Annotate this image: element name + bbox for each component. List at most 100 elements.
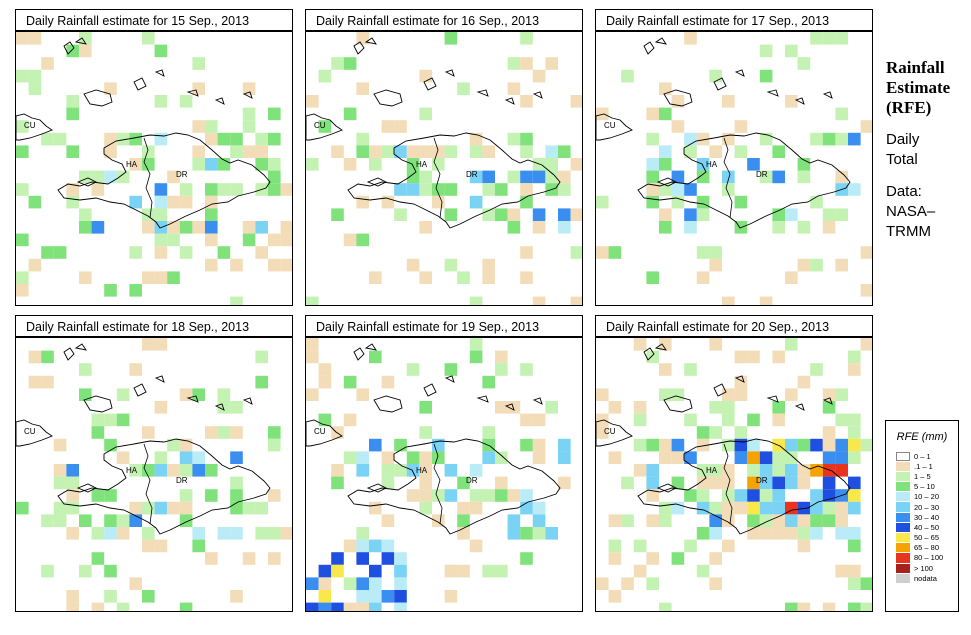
rainfall-cell bbox=[696, 195, 710, 209]
rainfall-cell bbox=[596, 413, 609, 427]
rainfall-cell bbox=[394, 145, 407, 158]
rainfall-cell bbox=[558, 476, 571, 490]
island-coastline bbox=[154, 69, 165, 77]
rainfall-cell bbox=[860, 438, 872, 452]
rainfall-cell bbox=[785, 514, 798, 527]
legend-swatch bbox=[896, 512, 910, 522]
rainfall-cell bbox=[104, 564, 117, 578]
rainfall-cell bbox=[116, 451, 130, 464]
map-canvas: CU HA DR bbox=[16, 32, 292, 305]
rainfall-map: CU HA DR bbox=[305, 337, 583, 612]
rainfall-cell bbox=[79, 208, 92, 221]
rainfall-cell bbox=[835, 32, 848, 45]
rainfall-cell bbox=[822, 32, 836, 45]
rainfall-cell bbox=[722, 132, 735, 146]
island-coastline bbox=[366, 483, 388, 493]
dominican_republic-label: DR bbox=[176, 170, 188, 179]
rainfall-cell bbox=[129, 363, 142, 376]
rainfall-cell bbox=[722, 476, 735, 490]
rainfall-cell bbox=[860, 577, 872, 590]
rainfall-cell bbox=[759, 476, 773, 490]
rainfall-cell bbox=[532, 514, 546, 527]
rainfall-cell bbox=[104, 489, 117, 502]
legend-label: 30 – 40 bbox=[914, 512, 940, 522]
rainfall-cell bbox=[747, 527, 760, 540]
rainfall-cell bbox=[545, 527, 558, 540]
rainfall-cell bbox=[116, 602, 130, 611]
data-source-line: NASA– bbox=[886, 203, 936, 220]
legend-label: > 100 bbox=[914, 563, 933, 573]
rainfall-cell bbox=[369, 539, 382, 553]
rainfall-cell bbox=[419, 170, 432, 184]
rainfall-cell bbox=[79, 363, 92, 376]
rainfall-cell bbox=[318, 590, 332, 603]
rainfall-cell bbox=[785, 438, 798, 452]
rainfall-cell bbox=[659, 107, 672, 121]
rainfall-cell bbox=[633, 413, 647, 427]
rainfall-cell bbox=[419, 451, 432, 464]
dominican_republic-label: DR bbox=[756, 476, 768, 485]
dominican_republic-label: DR bbox=[176, 476, 188, 485]
rainfall-cell bbox=[532, 413, 546, 427]
rainfall-cell bbox=[646, 158, 659, 171]
rainfall-cell bbox=[406, 489, 420, 502]
rainfall-cell bbox=[671, 195, 685, 209]
island-coastline bbox=[364, 37, 377, 45]
rainfall-cell bbox=[255, 132, 268, 146]
rainfall-cell bbox=[343, 602, 357, 611]
rainfall-cell bbox=[192, 527, 205, 540]
rainfall-cell bbox=[28, 82, 42, 95]
rainfall-cell bbox=[696, 132, 710, 146]
island-coastline bbox=[186, 395, 199, 403]
rainfall-cell bbox=[66, 195, 79, 209]
rainfall-cell bbox=[381, 552, 395, 565]
rainfall-cell bbox=[381, 464, 395, 477]
rainfall-cell bbox=[318, 602, 332, 611]
rainfall-cell bbox=[810, 258, 823, 272]
rainfall-cell bbox=[646, 107, 659, 121]
rainfall-cell bbox=[179, 501, 193, 515]
rainfall-cell bbox=[759, 296, 773, 305]
rainfall-cell bbox=[457, 527, 470, 540]
rainfall-cell bbox=[356, 451, 369, 464]
rainfall-cell bbox=[205, 426, 218, 439]
rainfall-cell bbox=[608, 552, 622, 565]
rainfall-cell bbox=[772, 527, 785, 540]
rainfall-cell bbox=[722, 170, 735, 184]
rainfall-cell bbox=[520, 271, 533, 284]
rainfall-cell bbox=[759, 527, 773, 540]
rainfall-cell bbox=[696, 464, 710, 477]
rainfall-cell bbox=[280, 527, 292, 540]
rainfall-cell bbox=[684, 539, 697, 553]
rainfall-cell bbox=[444, 32, 458, 45]
rainfall-cell bbox=[356, 590, 369, 603]
rainfall-cell bbox=[167, 464, 180, 477]
island-coastline bbox=[532, 91, 543, 99]
rainfall-cell bbox=[192, 82, 205, 95]
cuba-coastline bbox=[306, 419, 343, 447]
haiti-dr-border bbox=[723, 137, 733, 219]
rainfall-cell bbox=[179, 464, 193, 477]
island-coastline bbox=[63, 347, 75, 361]
rainfall-cell bbox=[734, 451, 748, 464]
rainfall-cell bbox=[444, 208, 458, 221]
island-coastline bbox=[242, 91, 253, 99]
rainfall-cell bbox=[684, 145, 697, 158]
rainfall-cell bbox=[608, 514, 622, 527]
rainfall-cell bbox=[154, 338, 168, 351]
haiti-dr-border bbox=[723, 443, 733, 525]
rainfall-cell bbox=[759, 69, 773, 83]
rainfall-cell bbox=[822, 426, 836, 439]
rainfall-cell bbox=[457, 476, 470, 490]
rainfall-cell bbox=[406, 158, 420, 171]
rainfall-cell bbox=[608, 246, 622, 259]
rainfall-cell bbox=[343, 577, 357, 590]
rainfall-cell bbox=[192, 57, 205, 70]
island-coastline bbox=[444, 69, 455, 77]
rainfall-cell bbox=[419, 489, 432, 502]
rainfall-cell bbox=[457, 564, 470, 578]
rainfall-cell bbox=[532, 501, 546, 515]
rainfall-cell bbox=[822, 221, 836, 234]
haiti-label: HA bbox=[706, 466, 718, 475]
rainfall-cell bbox=[646, 514, 659, 527]
